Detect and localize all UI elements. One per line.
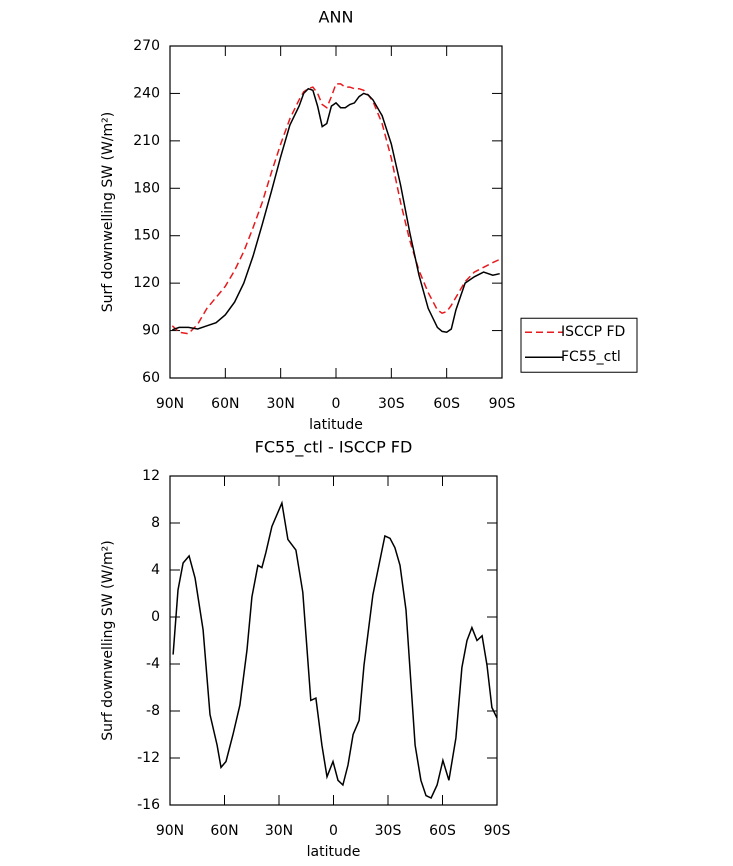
y-tick-label: 0: [151, 609, 160, 625]
y-tick-label: 240: [133, 85, 160, 101]
legend-box: [520, 317, 638, 373]
y-tick-label: 150: [133, 228, 160, 244]
x-tick-label: 90S: [484, 823, 511, 839]
x-tick-label: 90S: [489, 396, 516, 412]
chart-title: ANN: [319, 8, 354, 27]
x-axis-label: latitude: [307, 844, 361, 860]
y-tick-label: -16: [137, 797, 160, 813]
x-tick-label: 90N: [156, 396, 184, 412]
x-tick-label: 60S: [429, 823, 456, 839]
y-tick-label: 12: [142, 468, 160, 484]
x-tick-label: 30S: [378, 396, 405, 412]
y-axis-label: Surf downwelling SW (W/m²): [100, 112, 116, 313]
y-tick-label: -4: [146, 656, 160, 672]
x-tick-label: 30N: [267, 396, 295, 412]
y-tick-label: 60: [142, 370, 160, 386]
y-tick-label: 8: [151, 515, 160, 531]
x-tick-label: 30N: [265, 823, 293, 839]
x-tick-label: 90N: [156, 823, 184, 839]
x-tick-label: 60S: [433, 396, 460, 412]
y-tick-label: 180: [133, 180, 160, 196]
y-axis-label: Surf downwelling SW (W/m²): [100, 540, 116, 741]
x-axis-label: latitude: [309, 417, 363, 433]
legend-label: FC55_ctl: [561, 349, 621, 365]
y-tick-label: 4: [151, 562, 160, 578]
x-tick-label: 60N: [210, 823, 238, 839]
y-tick-label: 270: [133, 38, 160, 54]
x-tick-label: 30S: [375, 823, 402, 839]
data-line: [172, 87, 500, 333]
data-line: [172, 500, 498, 800]
plot-frame: [169, 475, 498, 806]
x-tick-label: 0: [329, 823, 338, 839]
y-tick-label: 210: [133, 133, 160, 149]
x-tick-label: 0: [332, 396, 341, 412]
y-tick-label: -8: [146, 703, 160, 719]
x-tick-label: 60N: [211, 396, 239, 412]
plot-frame: [169, 45, 503, 379]
legend-label: ISCCP FD: [561, 324, 625, 340]
y-tick-label: 120: [133, 275, 160, 291]
y-tick-label: -12: [137, 750, 160, 766]
chart-title: FC55_ctl - ISCCP FD: [255, 438, 413, 458]
data-line: [171, 83, 501, 335]
y-tick-label: 90: [142, 323, 160, 339]
